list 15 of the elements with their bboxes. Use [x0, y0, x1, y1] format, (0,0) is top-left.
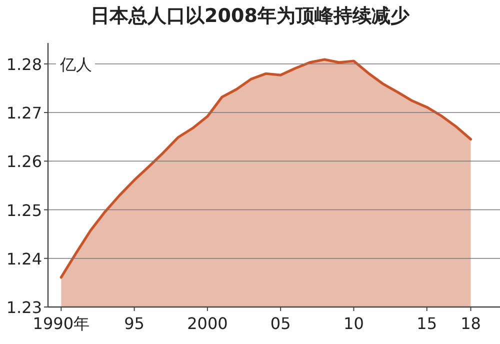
y-tick-label: 1.23 [6, 298, 42, 317]
y-tick-label: 1.24 [6, 249, 42, 268]
x-tick-label: 10 [344, 314, 364, 333]
y-tick-label: 1.28 [6, 54, 42, 74]
x-tick-label: 2000 [187, 314, 228, 333]
y-tick-label: 1.25 [6, 200, 42, 220]
ylabel: 亿人 [60, 54, 92, 74]
title: 日本总人口以2008年为顶峰持续减少 [90, 5, 410, 27]
x-tick-label: 18 [460, 314, 481, 333]
y-tick-label: 1.27 [6, 104, 42, 123]
x-tick-label: 1990年 [32, 314, 90, 333]
x-tick-label: 05 [270, 314, 291, 333]
x-tick-label: 95 [124, 314, 144, 333]
y-tick-label: 1.26 [6, 152, 42, 172]
x-tick-label: 15 [416, 314, 438, 333]
